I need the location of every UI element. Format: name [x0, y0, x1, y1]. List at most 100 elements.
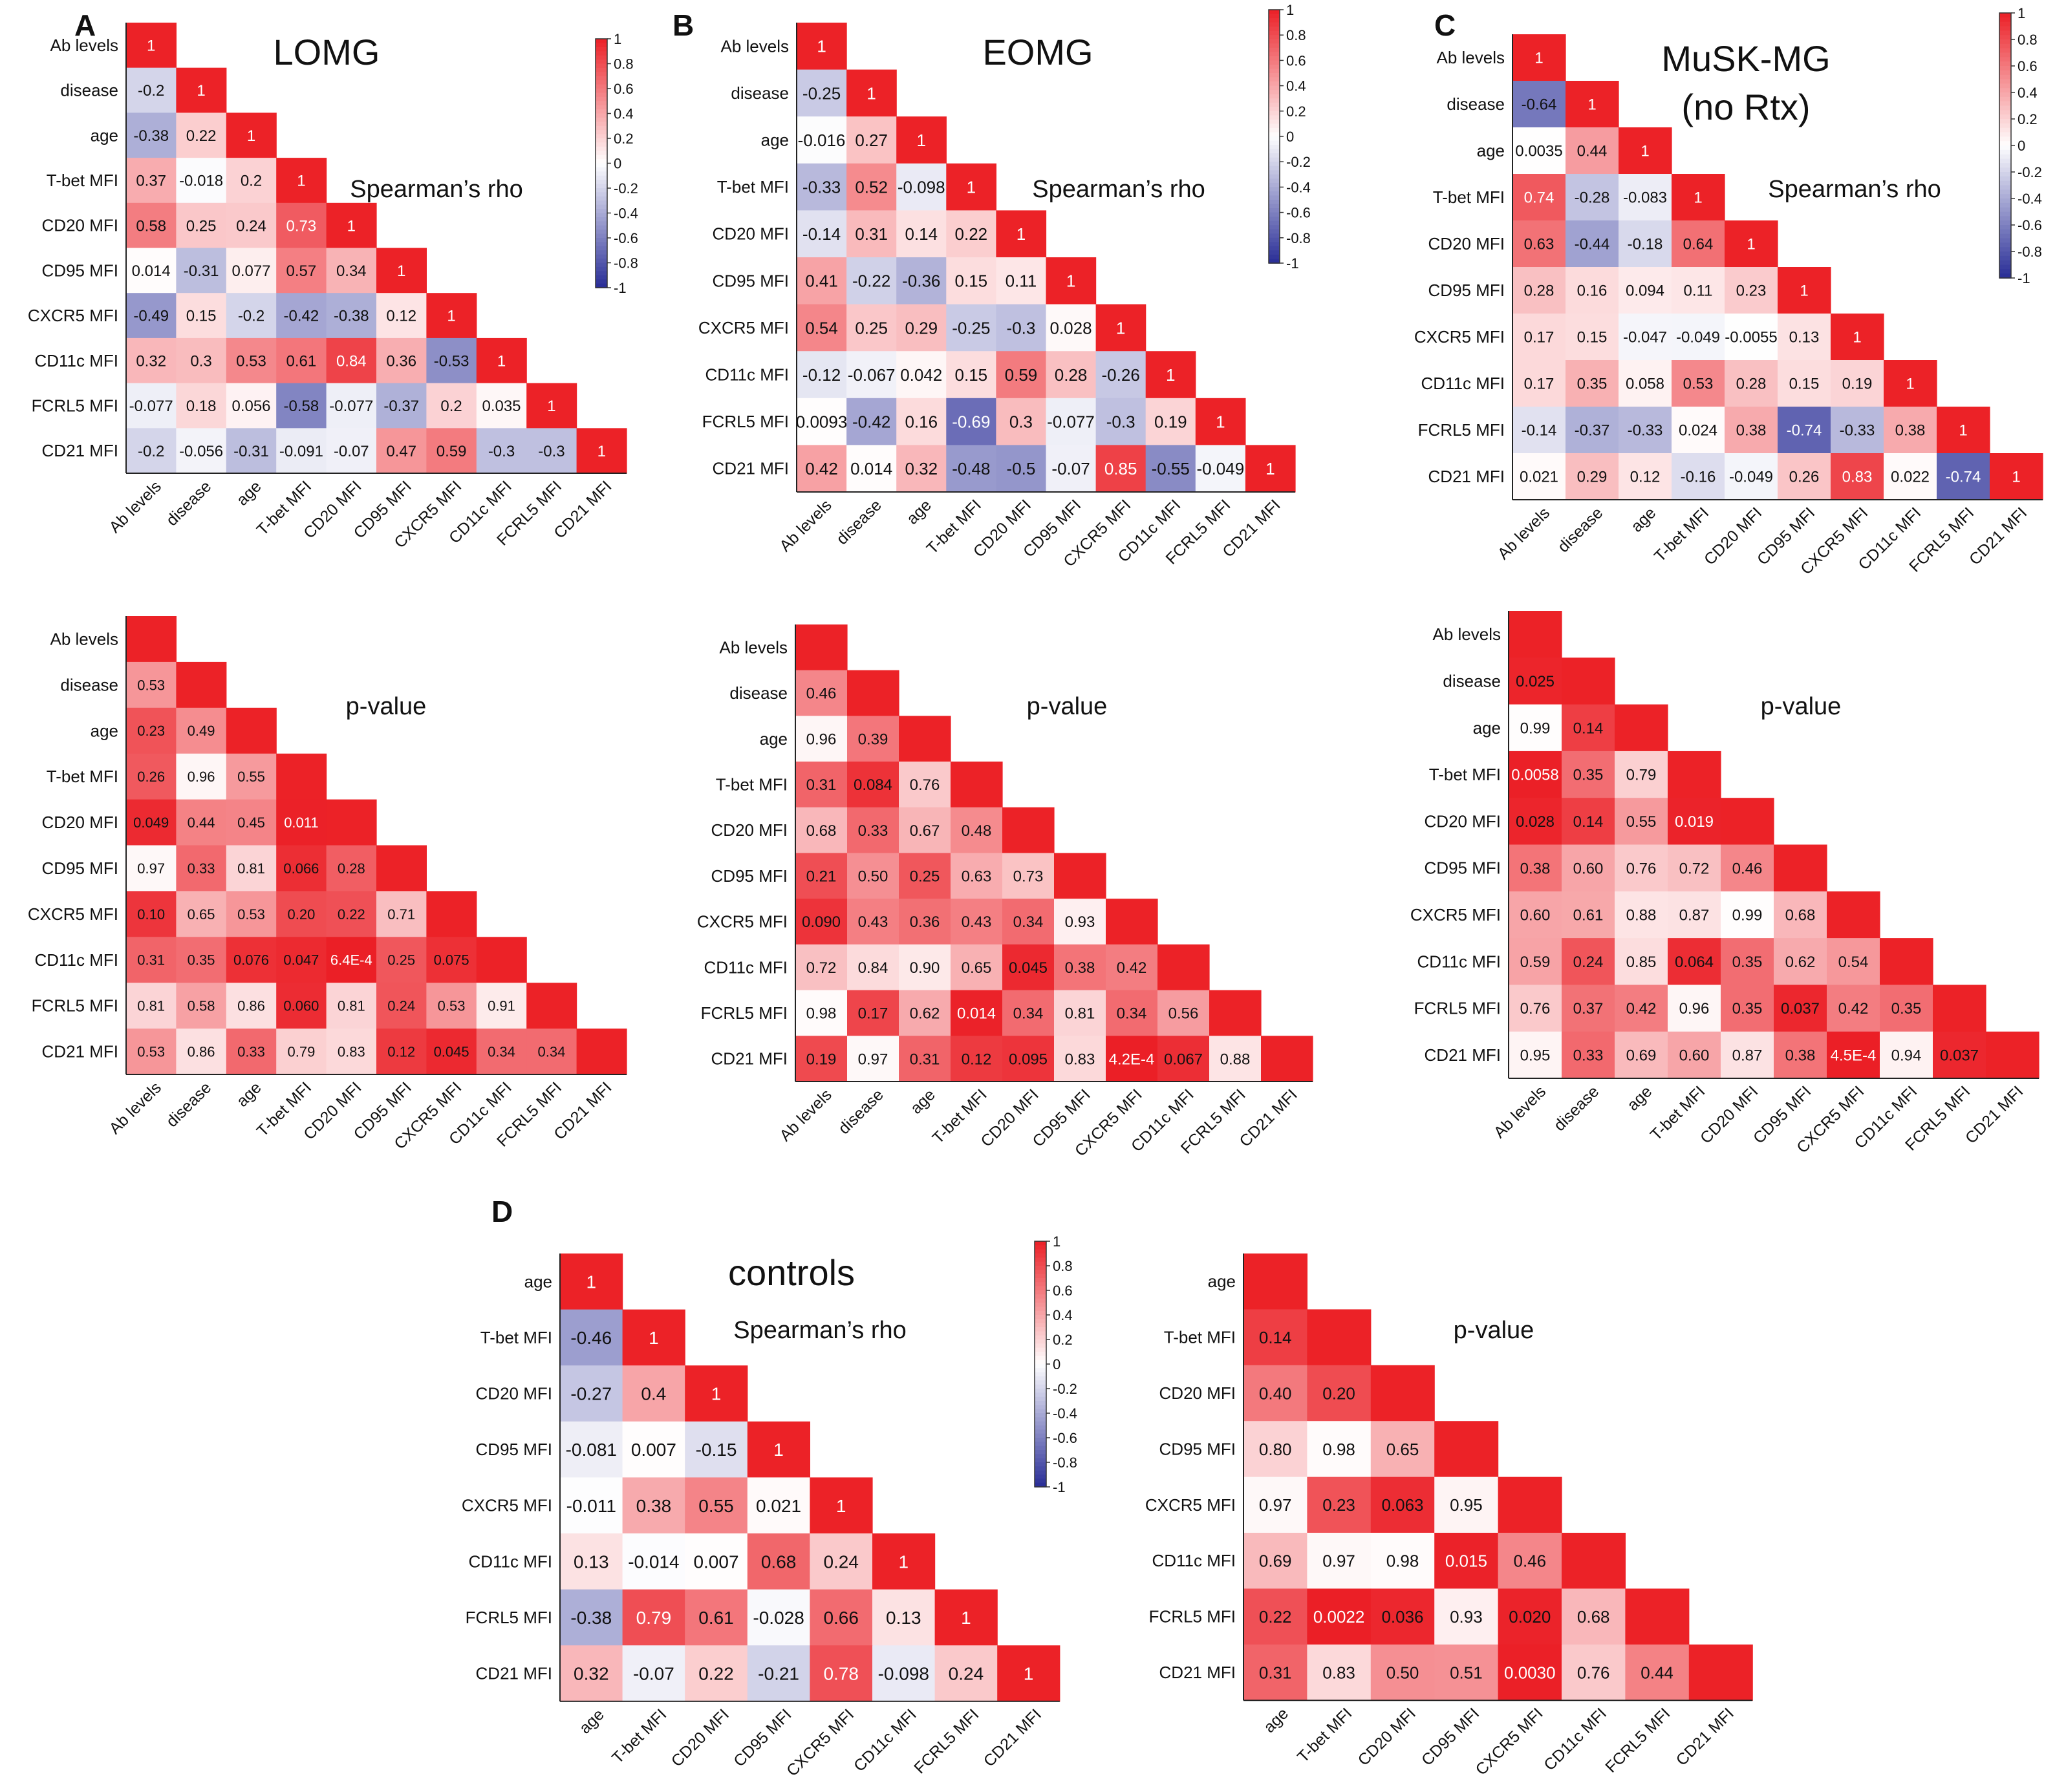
heatmap-cell: [226, 845, 277, 891]
cell-label: -0.2: [238, 308, 264, 325]
heatmap-cell: [1509, 938, 1562, 985]
heatmap-cell: [795, 899, 848, 945]
heatmap-cell: [1774, 891, 1827, 939]
cell-label: 0.79: [1626, 767, 1657, 784]
cell-label: 0.014: [957, 1005, 996, 1023]
colorbar-segment: [596, 138, 607, 144]
column-label: Ab levels: [105, 477, 165, 537]
row-label: CXCR5 MFI: [28, 904, 118, 924]
column-label: Ab levels: [1494, 504, 1554, 563]
colorbar-segment: [596, 84, 607, 89]
heatmap-cell: [1625, 1588, 1690, 1645]
cell-label: 0.83: [1065, 1051, 1095, 1068]
heatmap-cell: [934, 1589, 998, 1646]
colorbar-segment: [1035, 1392, 1046, 1398]
cell-label: 0.53: [236, 352, 266, 370]
cell-label: 0.076: [233, 952, 269, 968]
colorbar-segment: [1999, 167, 2011, 173]
heatmap-cell: [1774, 985, 1827, 1032]
colorbar-segment: [1999, 52, 2011, 58]
colorbar-segment: [596, 130, 607, 135]
heatmap-cell: [426, 1029, 477, 1075]
cell-label: 0.36: [386, 352, 416, 370]
heatmap-cell: [795, 716, 848, 762]
cell-label: 0.54: [805, 318, 838, 337]
heatmap-cell: [126, 428, 177, 474]
colorbar-segment: [1269, 81, 1280, 87]
colorbar-segment: [1999, 260, 2011, 266]
row-label: age: [761, 131, 789, 150]
cell-label: 0.22: [186, 127, 217, 145]
heatmap-cell: [896, 445, 947, 493]
colorbar-segment: [1035, 1286, 1046, 1291]
cell-label: 0.38: [1895, 422, 1926, 440]
cell-label: 0.35: [1577, 376, 1608, 393]
heatmap-cell: [176, 337, 227, 384]
heatmap-cell: [1509, 1031, 1562, 1079]
row-label: CD20 MFI: [1159, 1383, 1236, 1403]
panel-letter: B: [673, 8, 694, 42]
heatmap-cell: [847, 670, 899, 716]
row-label: Ab levels: [1433, 624, 1501, 644]
cell-label: 0.0030: [1504, 1663, 1556, 1682]
cell-label: -0.16: [1681, 469, 1716, 486]
colorbar-segment: [1999, 189, 2011, 195]
heatmap-cell: [1209, 990, 1262, 1036]
colorbar-segment: [1035, 1396, 1046, 1402]
cell-label: 1: [1853, 329, 1861, 347]
heatmap-cell: [1512, 34, 1566, 81]
row-label: FCRL5 MFI: [1414, 999, 1501, 1018]
heatmap-cell: [1106, 944, 1158, 991]
heatmap-b-rho: 1 -0.25 1 -0.016 0.27 1 -0.33 0.52 -0.098 1 -0.14 0…: [673, 2, 1311, 571]
cell-label: -0.37: [383, 398, 419, 415]
colorbar-segment: [596, 155, 607, 160]
cell-label: -0.077: [129, 398, 173, 415]
musk-title: MuSK-MG: [1661, 38, 1830, 79]
heatmap-cell: [1307, 1477, 1372, 1533]
cell-label: 0.007: [693, 1552, 738, 1572]
colorbar-segment: [1999, 225, 2011, 230]
colorbar-segment: [1035, 1368, 1046, 1373]
colorbar-segment: [1035, 1405, 1046, 1410]
heatmap-cell: [1615, 1031, 1668, 1079]
cell-label: 1: [711, 1384, 722, 1404]
row-label: CXCR5 MFI: [462, 1496, 552, 1515]
column-label: age: [903, 496, 935, 528]
colorbar-segment: [1269, 43, 1280, 48]
heatmap-cell: [685, 1421, 748, 1478]
colorbar-segment: [1999, 264, 2011, 270]
cell-label: 0.24: [236, 217, 266, 235]
heatmap-cell: [426, 937, 477, 983]
cell-label: 0.69: [1259, 1552, 1292, 1571]
cell-label: 1: [497, 352, 506, 370]
heatmap-cell: [896, 210, 947, 258]
heatmap-cell: [996, 351, 1047, 399]
heatmap-cell: [426, 383, 477, 429]
heatmap-cell: [176, 248, 227, 293]
cell-label: 0.65: [1386, 1440, 1419, 1459]
colorbar-segment: [1269, 145, 1280, 150]
cell-label: 1: [586, 1272, 597, 1292]
heatmap-cell: [560, 1421, 623, 1478]
cell-label: -0.07: [633, 1664, 674, 1684]
cell-label: 0.38: [1736, 422, 1767, 440]
heatmap-cell: [1562, 985, 1615, 1032]
cell-label: 0.24: [387, 998, 415, 1014]
heatmap-cell: [326, 983, 377, 1029]
cell-label: 0.11: [1684, 283, 1713, 300]
cell-label: -0.018: [179, 173, 223, 190]
heatmap-cell: [1774, 844, 1827, 892]
heatmap-cell: [847, 899, 899, 945]
heatmap-cell: [126, 616, 177, 663]
colorbar-segment: [1035, 1470, 1046, 1475]
cell-label: 0.80: [1259, 1440, 1292, 1459]
cell-label: 0.14: [1573, 813, 1604, 831]
row-label: CD21 MFI: [476, 1664, 552, 1683]
heatmap-cell: [951, 944, 1003, 991]
colorbar-segment: [1999, 61, 2011, 67]
heatmap-cell: [326, 799, 377, 846]
heatmap-cell: [226, 753, 277, 800]
cell-label: 0.96: [806, 731, 837, 748]
cell-label: 1: [917, 131, 926, 150]
cell-label: 0.96: [188, 769, 215, 785]
